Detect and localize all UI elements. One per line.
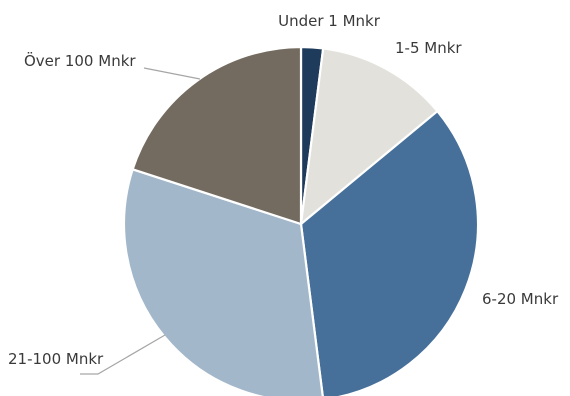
pie-slices xyxy=(122,45,480,396)
pie-slice xyxy=(131,45,303,226)
slice-label: 6-20 Mnkr xyxy=(482,290,559,308)
pie-slice xyxy=(299,110,480,396)
slice-label: 21-100 Mnkr xyxy=(8,350,104,368)
pie-labels: Under 1 Mnkr 1-5 Mnkr 6-20 Mnkr 21-100 Mnkr… xyxy=(8,12,559,375)
pie-slice xyxy=(299,47,439,226)
slice-label: Över 100 Mnkr xyxy=(24,51,136,70)
slice-label: 1-5 Mnkr xyxy=(395,39,462,57)
pie-slice xyxy=(122,168,324,396)
label-leader-line xyxy=(80,334,166,375)
slice-label: Under 1 Mnkr xyxy=(278,12,381,30)
label-leader-line xyxy=(143,67,201,80)
